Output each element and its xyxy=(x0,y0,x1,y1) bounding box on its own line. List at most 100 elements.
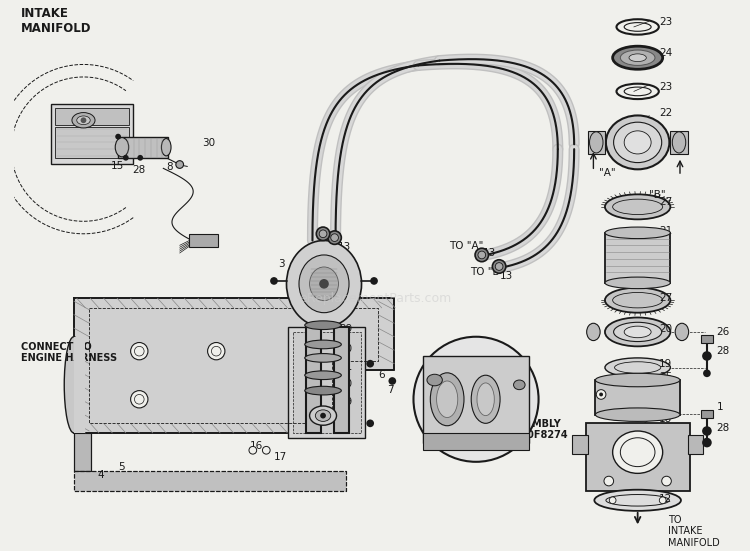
Text: ASSEMBLY
P/N 0F8274: ASSEMBLY P/N 0F8274 xyxy=(505,419,568,440)
Text: 13: 13 xyxy=(500,271,513,282)
Ellipse shape xyxy=(702,426,712,436)
Ellipse shape xyxy=(76,116,90,125)
Ellipse shape xyxy=(211,347,221,356)
Ellipse shape xyxy=(596,373,680,387)
Bar xyxy=(55,127,129,158)
Ellipse shape xyxy=(514,380,525,390)
Text: 27: 27 xyxy=(658,294,672,304)
Ellipse shape xyxy=(64,337,83,433)
Ellipse shape xyxy=(702,351,712,361)
Ellipse shape xyxy=(675,323,688,341)
Ellipse shape xyxy=(427,374,442,386)
Text: 20: 20 xyxy=(658,324,672,334)
Ellipse shape xyxy=(599,392,603,396)
Bar xyxy=(688,435,703,454)
Ellipse shape xyxy=(493,260,506,273)
Text: 11: 11 xyxy=(340,362,352,372)
Bar xyxy=(306,327,321,433)
Text: 12: 12 xyxy=(658,494,672,504)
Ellipse shape xyxy=(659,497,666,504)
Text: 1: 1 xyxy=(716,402,723,412)
Ellipse shape xyxy=(596,408,680,422)
Ellipse shape xyxy=(605,227,670,239)
Ellipse shape xyxy=(320,279,328,289)
Bar xyxy=(55,108,129,125)
Ellipse shape xyxy=(613,46,663,69)
Ellipse shape xyxy=(436,381,457,418)
Ellipse shape xyxy=(624,326,651,338)
Bar xyxy=(596,380,680,415)
Ellipse shape xyxy=(304,340,341,349)
Text: 28: 28 xyxy=(716,347,730,356)
Ellipse shape xyxy=(304,321,341,329)
Text: "B": "B" xyxy=(650,191,666,201)
Text: INTAKE
MANIFOLD: INTAKE MANIFOLD xyxy=(21,7,92,35)
Ellipse shape xyxy=(262,446,270,454)
Text: A: A xyxy=(456,441,461,447)
Ellipse shape xyxy=(310,406,337,425)
Ellipse shape xyxy=(471,375,500,423)
Text: 2: 2 xyxy=(335,422,342,431)
Bar xyxy=(289,327,365,437)
Ellipse shape xyxy=(620,50,655,66)
Bar xyxy=(423,433,529,450)
Ellipse shape xyxy=(320,230,327,237)
Text: TO "B": TO "B" xyxy=(470,267,505,278)
Text: 6: 6 xyxy=(378,370,385,380)
Ellipse shape xyxy=(304,371,341,380)
Ellipse shape xyxy=(624,131,651,154)
Ellipse shape xyxy=(605,277,670,289)
Text: 19: 19 xyxy=(658,359,672,369)
Bar xyxy=(74,433,92,472)
Ellipse shape xyxy=(609,497,616,504)
Bar xyxy=(670,131,688,154)
Text: 8: 8 xyxy=(166,161,172,171)
Ellipse shape xyxy=(594,490,681,511)
Text: 27: 27 xyxy=(658,197,672,207)
Bar xyxy=(586,423,689,491)
Ellipse shape xyxy=(366,419,374,427)
Ellipse shape xyxy=(310,267,338,301)
Ellipse shape xyxy=(606,116,670,169)
Text: 10: 10 xyxy=(340,379,352,389)
Text: 13: 13 xyxy=(483,248,496,258)
Ellipse shape xyxy=(662,476,671,486)
Text: P: P xyxy=(433,441,436,447)
Bar xyxy=(588,131,605,154)
Text: 22: 22 xyxy=(658,108,672,118)
Ellipse shape xyxy=(270,277,278,285)
Text: 23: 23 xyxy=(658,17,672,28)
Text: TO
INTAKE
MANIFOLD: TO INTAKE MANIFOLD xyxy=(668,515,720,548)
Ellipse shape xyxy=(366,360,374,368)
Text: 17: 17 xyxy=(274,452,287,462)
Bar xyxy=(293,332,361,433)
Text: 30: 30 xyxy=(202,138,215,148)
Ellipse shape xyxy=(316,227,330,241)
Text: 16: 16 xyxy=(250,441,263,451)
Ellipse shape xyxy=(620,437,655,467)
Bar xyxy=(189,234,218,247)
Bar xyxy=(118,137,168,158)
Ellipse shape xyxy=(586,323,600,341)
Ellipse shape xyxy=(614,322,662,342)
Text: CONNECT TO
ENGINE HARNESS: CONNECT TO ENGINE HARNESS xyxy=(21,342,117,363)
Ellipse shape xyxy=(614,122,662,163)
Text: eReplacementParts.com: eReplacementParts.com xyxy=(298,291,452,305)
Text: 25: 25 xyxy=(658,372,672,382)
Bar xyxy=(701,410,712,418)
Text: 3: 3 xyxy=(278,259,284,269)
Ellipse shape xyxy=(495,263,503,271)
Ellipse shape xyxy=(370,277,378,285)
Text: 5: 5 xyxy=(118,462,124,472)
Ellipse shape xyxy=(176,161,184,169)
Text: 4: 4 xyxy=(97,469,104,479)
Ellipse shape xyxy=(596,390,606,399)
Ellipse shape xyxy=(605,288,670,312)
Ellipse shape xyxy=(430,373,464,426)
Polygon shape xyxy=(74,298,395,433)
Ellipse shape xyxy=(249,446,256,454)
Ellipse shape xyxy=(116,134,121,139)
Ellipse shape xyxy=(702,437,712,447)
Text: 14: 14 xyxy=(316,229,329,239)
Ellipse shape xyxy=(137,155,143,161)
